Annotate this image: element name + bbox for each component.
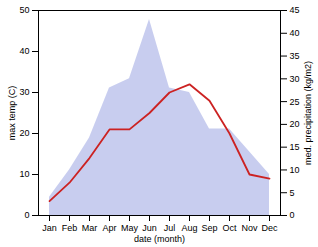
svg-text:Jan: Jan — [42, 223, 57, 233]
svg-text:Sep: Sep — [201, 223, 217, 233]
svg-text:45: 45 — [290, 5, 300, 15]
svg-text:Oct: Oct — [222, 223, 237, 233]
svg-text:Jun: Jun — [142, 223, 157, 233]
svg-text:15: 15 — [290, 142, 300, 152]
svg-text:20: 20 — [19, 128, 29, 138]
svg-text:25: 25 — [290, 96, 300, 106]
svg-text:50: 50 — [19, 5, 29, 15]
svg-text:Dec: Dec — [261, 223, 278, 233]
svg-text:35: 35 — [290, 51, 300, 61]
svg-text:10: 10 — [19, 169, 29, 179]
svg-text:Jul: Jul — [164, 223, 176, 233]
svg-text:40: 40 — [290, 28, 300, 38]
svg-text:May: May — [121, 223, 139, 233]
svg-text:Mar: Mar — [82, 223, 98, 233]
svg-text:Feb: Feb — [62, 223, 78, 233]
svg-text:30: 30 — [19, 87, 29, 97]
svg-text:med. precipitation (kg/m2): med. precipitation (kg/m2) — [303, 61, 313, 165]
svg-text:max temp (C): max temp (C) — [7, 86, 17, 141]
svg-text:30: 30 — [290, 74, 300, 84]
svg-text:10: 10 — [290, 165, 300, 175]
svg-text:5: 5 — [290, 188, 295, 198]
svg-text:40: 40 — [19, 46, 29, 56]
svg-text:date (month): date (month) — [134, 234, 185, 244]
svg-text:Aug: Aug — [181, 223, 197, 233]
svg-text:Apr: Apr — [102, 223, 116, 233]
svg-text:0: 0 — [24, 210, 29, 220]
svg-text:Nov: Nov — [241, 223, 258, 233]
svg-text:20: 20 — [290, 119, 300, 129]
svg-text:0: 0 — [290, 210, 295, 220]
